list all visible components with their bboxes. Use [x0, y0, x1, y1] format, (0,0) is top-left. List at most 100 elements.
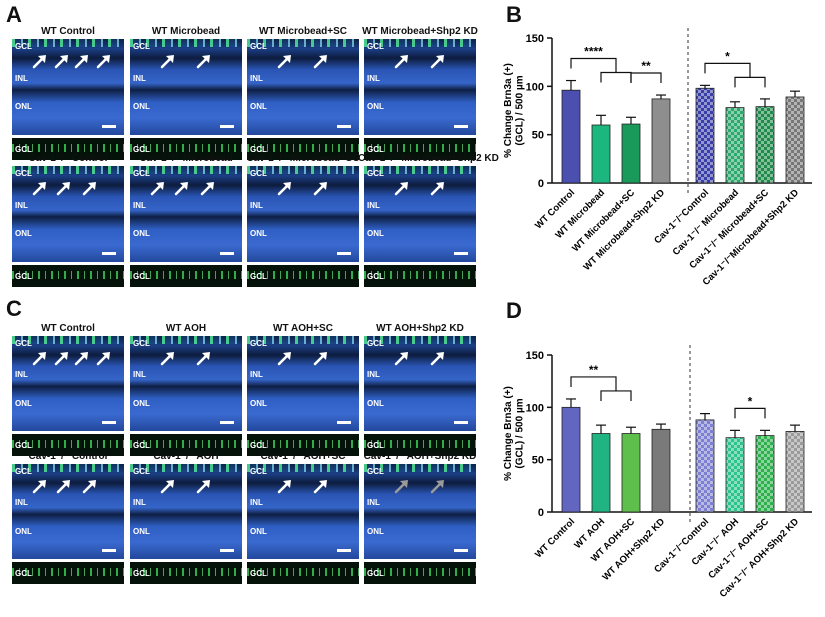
retina-micrograph: GCL INL ONL — [12, 39, 124, 135]
bar-2 — [621, 123, 641, 184]
gcl-inset-signal — [247, 440, 359, 448]
arrow-icon — [160, 53, 176, 69]
significance-label: * — [725, 49, 730, 63]
chart-panel-d: % Change Brn3a (+)(GCL) / 500 µm 0 50 100 15… — [503, 345, 812, 600]
gcl-inset-signal — [130, 271, 242, 279]
layer-label-inl: INL — [15, 498, 28, 507]
arrow-icon — [394, 350, 410, 366]
layer-label-gcl: GCL — [133, 339, 150, 348]
layer-label-inl: INL — [133, 201, 146, 210]
retina-micrograph: GCL INL ONL — [364, 464, 476, 559]
gcl-inset: GCL — [247, 138, 359, 160]
layer-label-onl: ONL — [367, 102, 384, 111]
layer-label-inl: INL — [15, 74, 28, 83]
inset-label-gcl: GCL — [250, 569, 267, 578]
inset-label-gcl: GCL — [367, 145, 384, 154]
layer-label-gcl: GCL — [15, 169, 32, 178]
arrow-icon — [277, 478, 293, 494]
panel-label-a: A — [6, 2, 22, 27]
bar-7 — [785, 96, 805, 184]
gcl-inset: GCL — [12, 138, 124, 160]
gcl-fluorescence — [130, 166, 242, 174]
layer-label-onl: ONL — [133, 102, 150, 111]
retina-micrograph: GCL INL ONL — [130, 39, 242, 135]
gcl-fluorescence — [364, 336, 476, 344]
panel-label-d: D — [506, 298, 522, 323]
retina-micrograph: GCL INL ONL — [247, 464, 359, 559]
micrograph-caption: Cav-1⁻/⁻ Control — [28, 451, 108, 462]
y-axis-title: % Change Brn3a (+)(GCL) / 500 µm — [503, 63, 526, 158]
y-axis-title-line: % Change Brn3a (+) — [503, 386, 514, 481]
inset-label-gcl: GCL — [15, 145, 32, 154]
layer-label-inl: INL — [133, 74, 146, 83]
arrow-icon — [150, 180, 166, 196]
bracket — [570, 57, 617, 73]
layer-label-inl: INL — [133, 498, 146, 507]
layer-label-gcl: GCL — [250, 169, 267, 178]
arrow-icon — [277, 350, 293, 366]
arrow-icon — [32, 53, 48, 69]
layer-label-inl: INL — [250, 498, 263, 507]
scale-bar — [454, 421, 468, 424]
layer-label-onl: ONL — [133, 527, 150, 536]
layer-label-inl: INL — [250, 370, 263, 379]
layer-label-onl: ONL — [250, 102, 267, 111]
gcl-inset-signal — [12, 144, 124, 152]
layer-label-gcl: GCL — [15, 339, 32, 348]
scale-bar — [220, 421, 234, 424]
gcl-inset: GCL — [130, 434, 242, 456]
gcl-inset-signal — [364, 144, 476, 152]
micrograph-caption: Cav-1⁻/⁻ Control — [28, 153, 108, 164]
gcl-fluorescence — [130, 336, 242, 344]
arrow-icon — [394, 478, 410, 494]
inset-label-gcl: GCL — [15, 441, 32, 450]
arrow-icon — [32, 350, 48, 366]
gcl-fluorescence — [130, 39, 242, 47]
micrograph-caption: Cav-1⁻/⁻ Microbead — [139, 153, 233, 164]
bar-3 — [651, 98, 671, 184]
bar-7 — [785, 431, 805, 513]
arrow-icon — [54, 53, 70, 69]
micrograph-caption: WT AOH+Shp2 KD — [376, 323, 464, 334]
gcl-inset-signal — [130, 568, 242, 576]
arrow-icon — [74, 350, 90, 366]
gcl-inset: GCL — [130, 265, 242, 287]
retina-micrograph: GCL INL ONL — [247, 39, 359, 135]
gcl-inset-signal — [130, 144, 242, 152]
panel-label-c: C — [6, 296, 22, 321]
significance-marker: ** — [570, 363, 632, 401]
bar-5 — [725, 437, 745, 513]
layer-label-inl: INL — [250, 201, 263, 210]
arrow-icon — [160, 478, 176, 494]
layer-label-gcl: GCL — [250, 42, 267, 51]
retina-micrograph: GCL INL ONL — [364, 39, 476, 135]
gcl-inset-signal — [247, 144, 359, 152]
gcl-inset-signal — [12, 440, 124, 448]
sub-bracket — [600, 390, 632, 401]
bar-1 — [591, 124, 611, 184]
bar-5 — [725, 107, 745, 184]
significance-label: **** — [584, 45, 603, 59]
gcl-fluorescence — [130, 464, 242, 472]
layer-label-gcl: GCL — [133, 42, 150, 51]
micrograph-caption: Cav-1⁻/⁻ Microbead+SC — [246, 153, 360, 164]
retina-micrograph: GCL INL ONL — [364, 166, 476, 262]
gcl-inset-signal — [247, 271, 359, 279]
gcl-inset-signal — [247, 568, 359, 576]
layer-label-onl: ONL — [15, 229, 32, 238]
bar-4 — [695, 419, 715, 513]
gcl-inset: GCL — [130, 138, 242, 160]
scale-bar — [220, 549, 234, 552]
gcl-inset: GCL — [12, 265, 124, 287]
arrow-icon — [196, 53, 212, 69]
layer-label-onl: ONL — [15, 527, 32, 536]
arrow-icon — [160, 350, 176, 366]
bracket — [570, 376, 617, 391]
micrograph-caption: WT Control — [41, 323, 95, 334]
significance-marker: * — [704, 49, 766, 88]
bar-1 — [591, 433, 611, 513]
layer-label-gcl: GCL — [250, 467, 267, 476]
layer-label-gcl: GCL — [133, 467, 150, 476]
arrow-icon — [430, 350, 446, 366]
y-tick-label: 100 — [526, 402, 544, 414]
